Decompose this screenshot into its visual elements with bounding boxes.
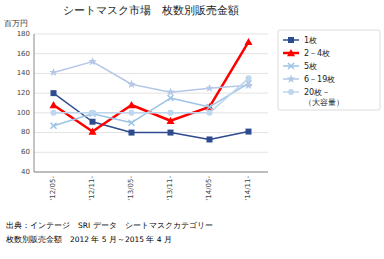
legend-box: [278, 30, 380, 110]
marker: [168, 95, 174, 101]
chart: シートマスク市場 枚数別販売金額百万円 40 60 80 100 120 140 160 180…: [0, 0, 384, 259]
marker: [288, 89, 294, 95]
marker: [129, 130, 135, 136]
marker: [246, 75, 252, 81]
legend-label-line: 5枚: [304, 62, 317, 71]
x-axis-line: [34, 172, 268, 173]
title: シートマスク市場 枚数別販売金額: [63, 4, 239, 16]
grid-line: [34, 34, 268, 35]
series: [51, 75, 252, 116]
legend-label-line: 2－4枚: [304, 49, 330, 58]
marker: [89, 128, 97, 135]
marker: [168, 130, 174, 136]
marker: [88, 57, 97, 65]
y-axis-label: 百万円: [4, 19, 28, 28]
marker: [207, 136, 213, 142]
marker: [51, 110, 57, 116]
marker: [287, 49, 295, 56]
legend-label: 2－4枚: [304, 49, 330, 58]
y-tick-label: 80: [21, 128, 30, 136]
marker: [128, 101, 136, 108]
marker: [51, 90, 57, 96]
series: [49, 57, 253, 96]
y-tick-label: 60: [21, 148, 30, 156]
legend-label: 5枚: [304, 62, 317, 71]
marker: [129, 110, 135, 116]
y-tick-label: 160: [17, 50, 30, 58]
line: [54, 78, 249, 113]
y-tick-label: 140: [17, 69, 30, 77]
legend-label-line: 6－19枚: [304, 75, 335, 84]
legend-label-line: 1枚: [304, 36, 317, 45]
y-tick-label: 40: [21, 168, 30, 176]
footnote: 枚数別販売金額 2012 年 5 月～2015 年 4 月: [5, 235, 172, 244]
legend-label: 6－19枚: [304, 75, 335, 84]
marker: [207, 110, 213, 116]
y-axis-line: [34, 34, 35, 172]
x-tick-label: '12/05-: [49, 176, 57, 201]
line: [54, 42, 249, 132]
x-tick-label: '12/11-: [88, 176, 96, 201]
y-tick-label: 180: [17, 30, 30, 38]
line: [54, 62, 249, 93]
grid-line: [34, 73, 268, 74]
x-tick-label: '13/05-: [127, 176, 135, 201]
marker: [207, 104, 213, 110]
series: [50, 38, 253, 135]
x-tick-label: '14/05-: [205, 176, 213, 201]
legend-label-line: （大容量）: [304, 98, 344, 107]
x-axis: '12/05- '12/11- '13/05- '13/11- '14/05- '14/1…: [49, 176, 252, 201]
grid-line: [34, 172, 268, 173]
marker: [166, 88, 175, 96]
footnote: 出典：インテージ SRI データ シートマスクカテゴリー: [6, 221, 213, 230]
legend-label: 20枚－（大容量）: [304, 88, 344, 107]
y-tick-label: 100: [17, 109, 30, 117]
marker: [90, 111, 96, 117]
marker: [90, 119, 96, 125]
marker: [51, 123, 57, 129]
marker: [288, 63, 294, 69]
marker: [50, 101, 58, 108]
marker: [129, 120, 135, 126]
grid-line: [34, 152, 268, 153]
grid: [34, 34, 268, 172]
legend-label-line: 20枚－: [304, 88, 330, 97]
marker: [246, 129, 252, 135]
plot-area: [49, 38, 253, 143]
marker: [205, 84, 214, 92]
legend-label: 1枚: [304, 36, 317, 45]
x-tick-label: '13/11-: [166, 176, 174, 201]
legend: 1枚 2－4枚 5枚 6－19枚 20枚－（大容量）: [278, 30, 380, 110]
series: [51, 90, 252, 142]
marker: [287, 75, 296, 83]
y-tick-label: 120: [17, 89, 30, 97]
marker: [127, 80, 136, 88]
y-axis: 40 60 80 100 120 140 160 180: [17, 30, 30, 176]
marker: [90, 110, 96, 116]
marker: [245, 38, 253, 45]
marker: [168, 110, 174, 116]
marker: [49, 68, 58, 76]
grid-line: [34, 53, 268, 54]
marker: [167, 117, 175, 124]
marker: [288, 37, 294, 43]
x-tick-label: '14/11-: [244, 176, 252, 201]
